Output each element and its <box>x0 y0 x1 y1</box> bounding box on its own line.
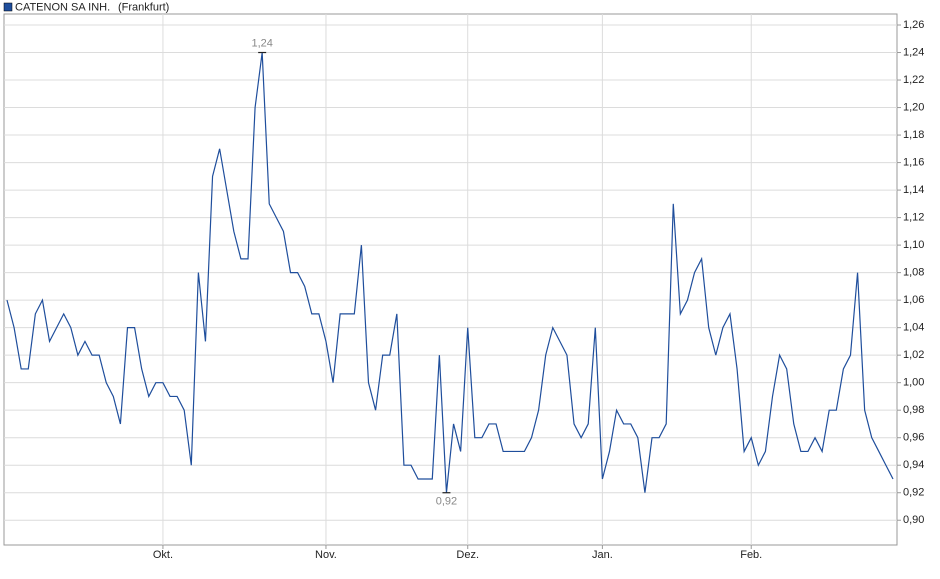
y-tick-label: 1,26 <box>903 19 924 31</box>
y-tick-label: 1,08 <box>903 267 924 279</box>
y-tick-label: 0,96 <box>903 432 924 444</box>
y-tick-label: 1,16 <box>903 156 924 168</box>
y-tick-label: 1,14 <box>903 184 924 196</box>
x-tick-label: Okt. <box>153 549 173 561</box>
legend-swatch <box>3 2 13 12</box>
y-tick-label: 1,06 <box>903 294 924 306</box>
y-tick-label: 0,98 <box>903 404 924 416</box>
y-tick-label: 1,00 <box>903 377 924 389</box>
y-tick-label: 1,10 <box>903 239 924 251</box>
annotation-label: 0,92 <box>436 496 457 508</box>
x-tick-label: Feb. <box>740 549 762 561</box>
y-tick-label: 0,92 <box>903 487 924 499</box>
y-tick-label: 1,18 <box>903 129 924 141</box>
y-tick-label: 0,94 <box>903 459 924 471</box>
x-tick-label: Dez. <box>456 549 479 561</box>
plot-frame <box>3 13 898 546</box>
price-line <box>6 52 894 493</box>
y-tick-label: 1,04 <box>903 322 924 334</box>
x-tick-label: Jan. <box>592 549 613 561</box>
legend-label: CATENON SA INH. <box>15 1 110 13</box>
y-tick-label: 1,02 <box>903 349 924 361</box>
annotation-label: 1,24 <box>251 37 272 49</box>
x-tick-label: Nov. <box>315 549 337 561</box>
chart-subtitle: (Frankfurt) <box>118 1 169 13</box>
y-tick-label: 1,12 <box>903 212 924 224</box>
y-tick-label: 1,20 <box>903 101 924 113</box>
y-tick-label: 1,22 <box>903 74 924 86</box>
y-tick-label: 1,24 <box>903 46 924 58</box>
y-tick-label: 0,90 <box>903 514 924 526</box>
